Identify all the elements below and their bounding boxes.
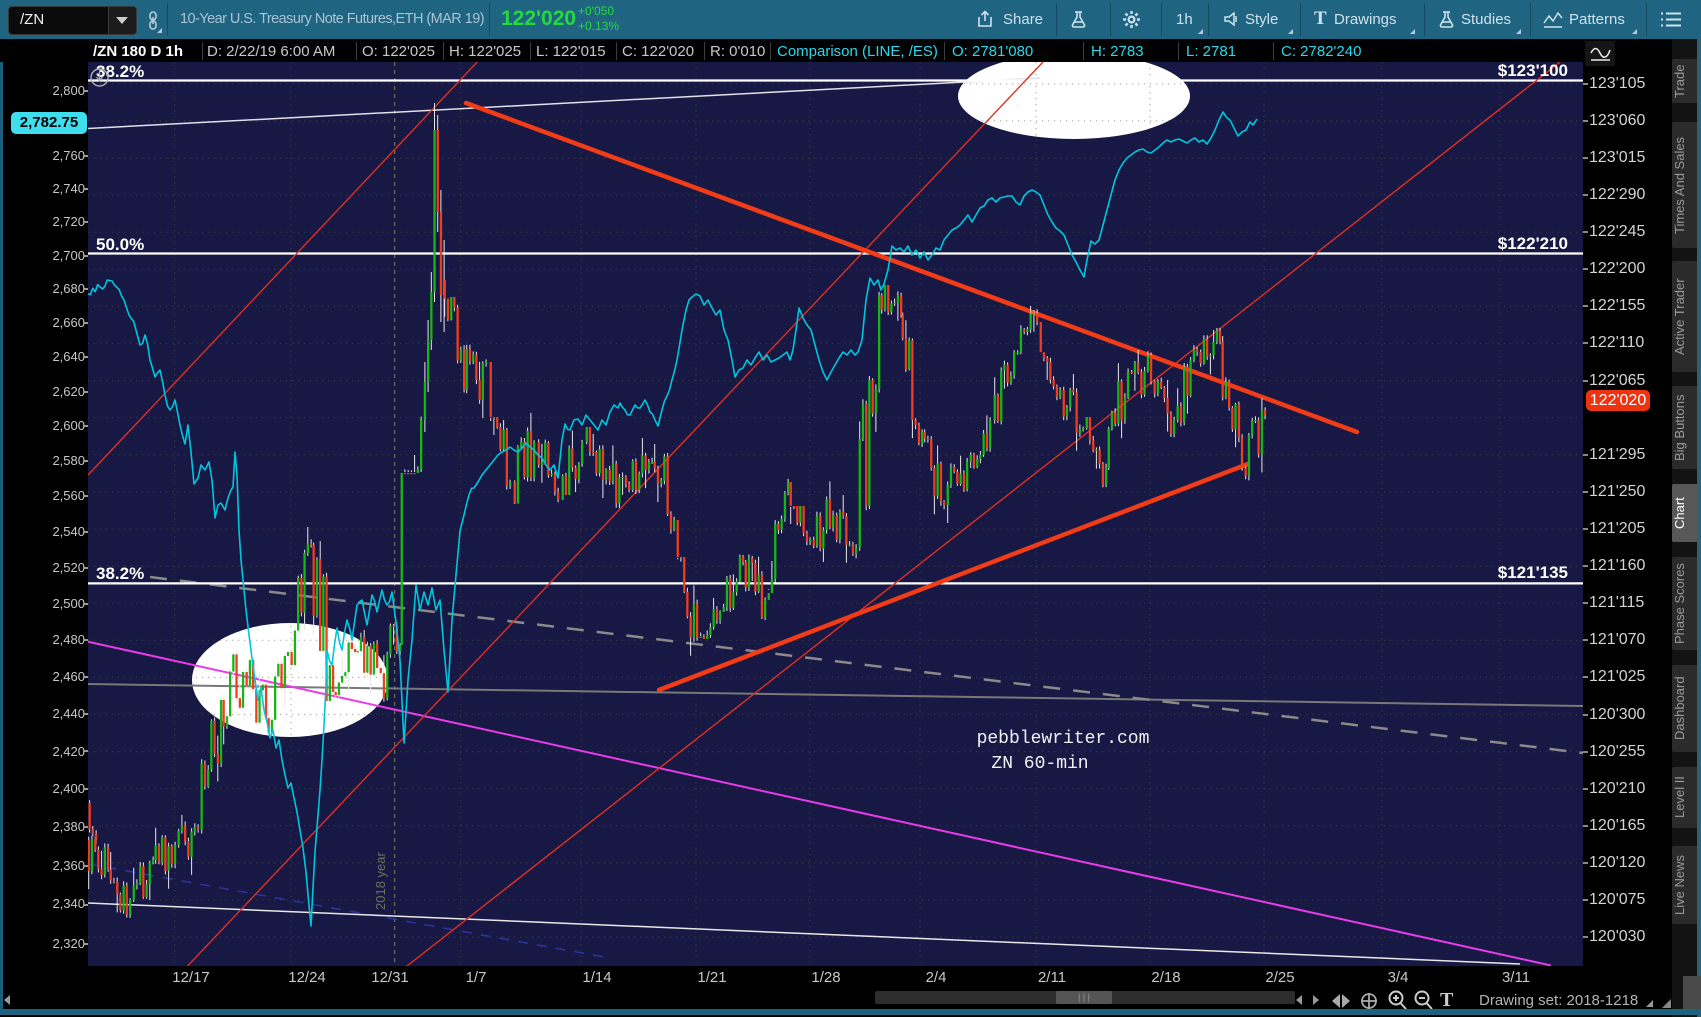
svg-text:38.2%: 38.2% [96,62,144,81]
svg-text:$122'210: $122'210 [1498,234,1568,253]
svg-text:ZN 60-min: ZN 60-min [991,754,1088,774]
svg-text:pebblewriter.com: pebblewriter.com [977,729,1150,749]
svg-text:38.2%: 38.2% [96,564,144,583]
svg-text:$123'100: $123'100 [1498,62,1568,80]
svg-text:2018 year: 2018 year [373,852,388,910]
svg-text:$121'135: $121'135 [1498,563,1568,582]
svg-text:50.0%: 50.0% [96,235,144,254]
